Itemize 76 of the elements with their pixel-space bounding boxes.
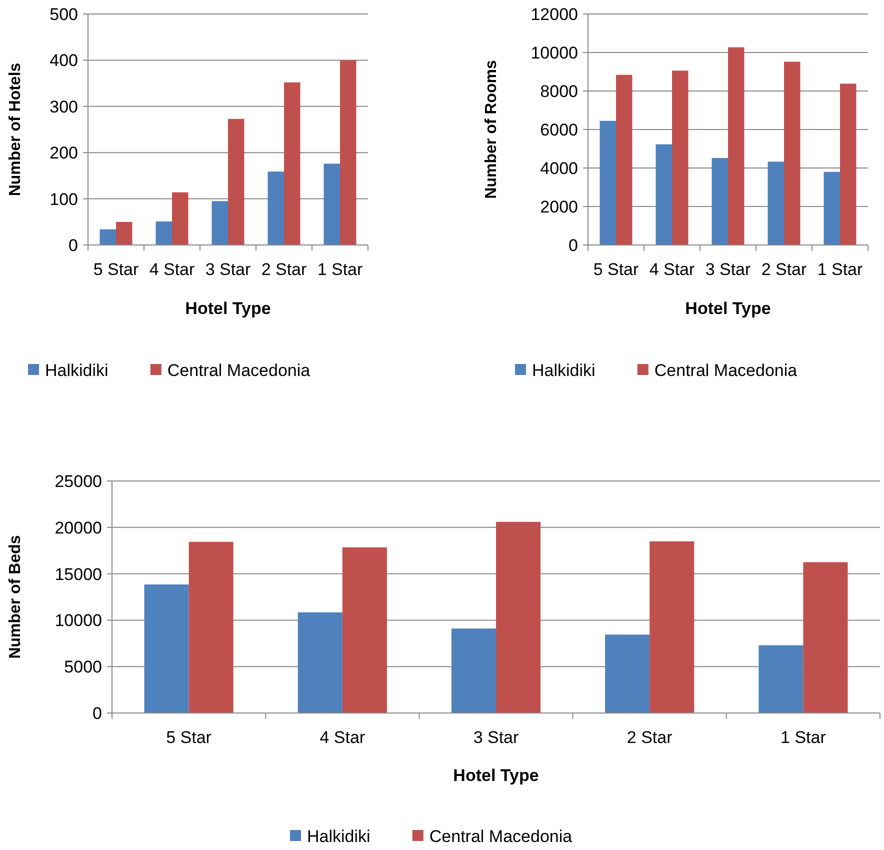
bar <box>284 82 300 245</box>
bar <box>340 60 356 245</box>
bar <box>758 645 804 713</box>
x-tick-label: 5 Star <box>593 260 640 279</box>
x-tick-label: 4 Star <box>649 260 696 279</box>
bar <box>496 522 541 713</box>
bar <box>600 120 616 245</box>
x-tick-label: 2 Star <box>626 728 673 747</box>
bar <box>650 541 694 713</box>
y-tick-label: 0 <box>68 236 78 255</box>
bar <box>228 118 244 245</box>
legend-label: Central Macedonia <box>654 360 798 380</box>
bar <box>116 222 132 245</box>
y-tick-label: 10000 <box>54 611 102 630</box>
y-tick-label: 15000 <box>54 564 102 584</box>
x-axis-title: Hotel Type <box>185 299 271 318</box>
y-tick-label: 500 <box>50 4 78 24</box>
x-tick-label: 3 Star <box>205 260 252 279</box>
bar <box>212 201 228 245</box>
y-tick-label: 2000 <box>540 197 578 216</box>
bar <box>324 164 340 245</box>
x-tick-label: 3 Star <box>473 728 520 747</box>
bar <box>840 84 856 245</box>
y-tick-label: 0 <box>568 236 578 255</box>
bar <box>342 547 387 713</box>
bar <box>298 612 342 713</box>
y-tick-label: 8000 <box>540 82 578 101</box>
y-tick-label: 300 <box>50 97 78 116</box>
bar <box>268 172 284 245</box>
x-tick-label: 5 Star <box>93 260 140 279</box>
bar <box>616 74 632 245</box>
x-tick-label: 3 Star <box>705 260 752 279</box>
bar <box>188 542 234 713</box>
bar <box>100 229 116 245</box>
bar <box>768 162 784 245</box>
y-tick-label: 10000 <box>530 43 578 62</box>
bar <box>172 192 188 245</box>
y-tick-label: 100 <box>50 190 78 209</box>
x-tick-label: 1 Star <box>780 728 826 747</box>
y-axis-title: Number of Rooms <box>483 60 500 199</box>
bar <box>605 634 650 713</box>
legend-label: Halkidiki <box>45 360 108 380</box>
bar <box>156 221 172 245</box>
y-tick-label: 6000 <box>540 120 578 140</box>
x-tick-label: 2 Star <box>761 260 808 279</box>
y-tick-label: 200 <box>50 144 78 163</box>
bar <box>784 62 800 245</box>
y-axis-title: Number of Hotels <box>7 62 24 196</box>
y-tick-label: 20000 <box>54 518 102 538</box>
x-tick-label: 5 Star <box>166 728 212 747</box>
x-axis-title: Hotel Type <box>453 766 539 785</box>
y-tick-label: 0 <box>92 704 102 723</box>
y-tick-label: 5000 <box>64 658 102 677</box>
x-tick-label: 4 Star <box>149 260 196 279</box>
legend-label: Central Macedonia <box>429 826 573 846</box>
x-tick-label: 1 Star <box>817 260 864 279</box>
x-tick-label: 4 Star <box>320 728 366 747</box>
bar <box>728 47 744 245</box>
bar <box>451 628 496 713</box>
bar <box>803 562 848 713</box>
y-tick-label: 400 <box>50 51 78 70</box>
bar <box>144 584 189 713</box>
y-tick-label: 4000 <box>540 158 578 178</box>
y-tick-label: 25000 <box>54 472 102 491</box>
x-axis-title: Hotel Type <box>685 299 771 318</box>
bar <box>712 158 728 245</box>
legend-label: Central Macedonia <box>167 360 311 380</box>
x-tick-label: 1 Star <box>317 260 364 279</box>
x-tick-label: 2 Star <box>261 260 308 279</box>
bar <box>656 144 672 245</box>
y-axis-title: Number of Beds <box>7 535 24 659</box>
bar <box>824 172 840 245</box>
legend-label: Halkidiki <box>307 826 370 846</box>
bar <box>672 70 688 245</box>
legend-label: Halkidiki <box>532 360 596 380</box>
y-tick-label: 12000 <box>530 4 578 24</box>
